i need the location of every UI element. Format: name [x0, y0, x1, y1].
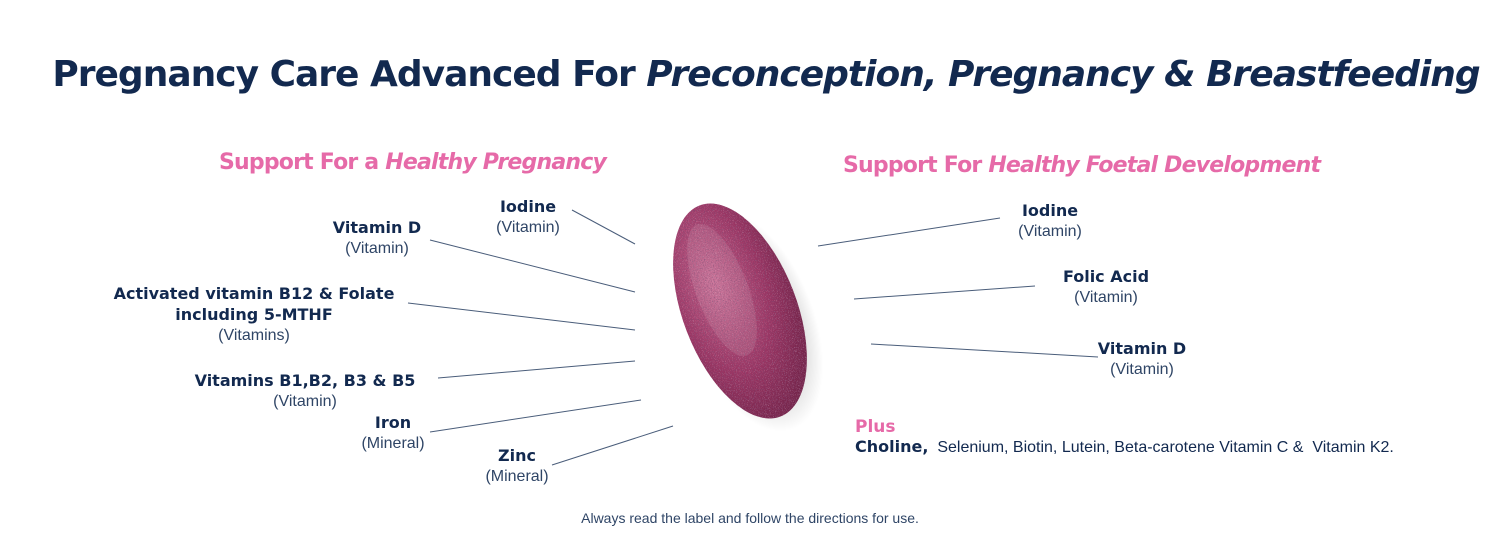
page-title: Pregnancy Care Advanced For Preconceptio… — [52, 54, 1480, 95]
connector-line-b-vitamins — [437, 360, 636, 379]
plus-label: Plus — [855, 417, 896, 437]
plus-ingredients: Plus Choline, Selenium, Biotin, Lutein, … — [855, 417, 1394, 458]
connector-line-folic-acid — [853, 285, 1036, 300]
nutrient-iron: Iron (Mineral) — [361, 413, 425, 452]
connector-line-iodine-left — [571, 209, 636, 245]
connector-line-b12-folate — [407, 302, 636, 331]
left-section-heading: Support For a Healthy Pregnancy — [219, 150, 607, 175]
nutrient-b12-folate: Activated vitamin B12 & Folate including… — [113, 284, 395, 344]
nutrient-folic-acid: Folic Acid (Vitamin) — [1062, 267, 1150, 306]
footer-disclaimer: Always read the label and follow the dir… — [581, 510, 919, 526]
nutrient-vitamin-d-left: Vitamin D (Vitamin) — [332, 218, 422, 257]
connector-line-vitamin-d-right — [870, 343, 1099, 358]
connector-line-zinc — [551, 425, 674, 466]
nutrient-vitamin-d-right: Vitamin D (Vitamin) — [1097, 339, 1187, 378]
nutrient-b-vitamins: Vitamins B1,B2, B3 & B5 (Vitamin) — [194, 371, 416, 410]
connector-line-iron — [429, 399, 642, 433]
connector-line-iodine-right — [817, 217, 1001, 247]
connector-line-vitamin-d-left — [429, 239, 636, 293]
plus-list: Choline, Selenium, Biotin, Lutein, Beta-… — [855, 437, 1394, 456]
right-section-heading: Support For Healthy Foetal Development — [843, 153, 1321, 178]
nutrient-iodine-right: Iodine (Vitamin) — [1018, 201, 1082, 240]
nutrient-iodine-left: Iodine (Vitamin) — [496, 197, 560, 236]
nutrient-zinc: Zinc (Mineral) — [485, 446, 549, 485]
tablet-image — [650, 195, 834, 437]
